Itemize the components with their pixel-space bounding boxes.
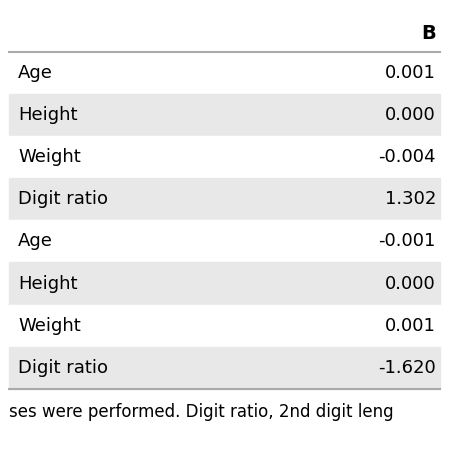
Text: Digit ratio: Digit ratio	[18, 191, 108, 209]
Text: Age: Age	[18, 232, 53, 250]
Bar	[9, 305, 440, 346]
Bar	[9, 220, 440, 263]
Text: B: B	[421, 24, 436, 43]
Text: -0.004: -0.004	[378, 148, 436, 166]
Bar	[9, 94, 440, 137]
Text: Age: Age	[18, 64, 53, 82]
Bar	[9, 178, 440, 220]
Text: 0.000: 0.000	[385, 106, 436, 124]
Text: Digit ratio: Digit ratio	[18, 359, 108, 377]
Text: ses were performed. Digit ratio, 2nd digit leng: ses were performed. Digit ratio, 2nd dig…	[9, 403, 393, 421]
Text: 0.001: 0.001	[385, 317, 436, 335]
Text: Height: Height	[18, 274, 77, 292]
Bar	[9, 137, 440, 178]
Text: 0.000: 0.000	[385, 274, 436, 292]
Text: Weight: Weight	[18, 148, 81, 166]
Text: -1.620: -1.620	[378, 359, 436, 377]
Bar	[9, 346, 440, 389]
Bar	[9, 263, 440, 305]
Text: Height: Height	[18, 106, 77, 124]
Text: 0.001: 0.001	[385, 64, 436, 82]
Bar	[9, 14, 440, 52]
Text: 1.302: 1.302	[384, 191, 436, 209]
Text: -0.001: -0.001	[379, 232, 436, 250]
Bar	[9, 52, 440, 94]
Text: Weight: Weight	[18, 317, 81, 335]
